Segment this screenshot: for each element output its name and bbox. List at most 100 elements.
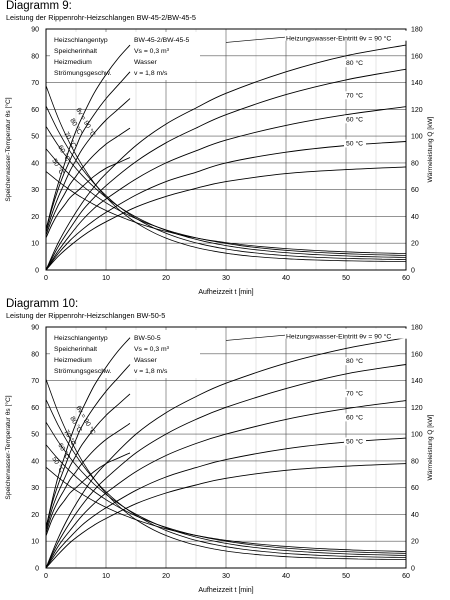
y-tick-label-right: 120 (411, 107, 423, 114)
x-tick-label: 20 (162, 275, 170, 282)
spec-box (50, 32, 200, 80)
x-axis-label: Aufheizzeit t [min] (198, 289, 253, 296)
inlet-leader-line (225, 334, 287, 341)
diagram-subtitle: Leistung der Rippenrohr-Heizschlangen BW… (6, 311, 166, 320)
spec-label: Strömungsgeschw. (54, 70, 112, 77)
x-tick-label: 0 (44, 573, 48, 580)
y-tick-label-right: 60 (411, 187, 419, 194)
curve-label: 70 °C (346, 91, 363, 99)
y-tick-label-left: 10 (31, 539, 39, 546)
inlet-label-bg (285, 30, 411, 41)
chart-svg: 0102030405060708090020406080100120140160… (4, 325, 434, 595)
y-tick-label-right: 140 (411, 378, 423, 385)
y-tick-label-right: 60 (411, 485, 419, 492)
inlet-leader-line (225, 36, 287, 43)
temperature-curve (45, 364, 131, 528)
y-tick-label-left: 80 (31, 53, 39, 60)
spec-label: Strömungsgeschw. (54, 368, 112, 375)
decay-curve (45, 466, 407, 552)
curve-label: 60 °C (346, 115, 363, 123)
spec-value: Wasser (134, 59, 158, 66)
curve-label-bg (344, 357, 366, 366)
spec-label: Heizschlangentyp (54, 37, 108, 44)
y-tick-label-right: 40 (411, 214, 419, 221)
curve-label: 60 °C (346, 413, 363, 421)
spec-value: v = 1,8 m/s (134, 368, 168, 375)
curve-label-bg (344, 139, 366, 148)
decay-curve (45, 421, 407, 556)
spec-label: Speicherinhalt (54, 346, 97, 353)
x-tick-label: 40 (282, 573, 290, 580)
heat-output-curve (45, 141, 407, 271)
heat-output-curve (45, 437, 407, 569)
curve-label-bg (344, 59, 366, 68)
curve-label: 70 °C (346, 389, 363, 397)
y-tick-label-right: 0 (411, 268, 415, 275)
y-tick-label-right: 100 (411, 432, 423, 439)
diagram-title: Diagramm 10: (6, 298, 79, 310)
y-tick-label-left: 20 (31, 512, 39, 519)
y-tick-label-right: 180 (411, 27, 423, 34)
curve-label: 50 °C (346, 139, 363, 147)
spec-value: Wasser (134, 357, 158, 364)
decay-curve (45, 126, 407, 258)
curve-label-bg (344, 389, 366, 398)
spec-label: Speicherinhalt (54, 48, 97, 55)
x-tick-label: 50 (342, 573, 350, 580)
curve-label-bg (344, 91, 366, 100)
y-tick-label-left: 30 (31, 485, 39, 492)
y-tick-label-left: 0 (35, 268, 39, 275)
spec-value: Vs = 0,3 m³ (134, 346, 170, 353)
temperature-curve (45, 337, 131, 528)
y-axis-label-left: Speicherwasser-Temperatur θs [°C] (4, 395, 12, 499)
x-tick-label: 30 (222, 573, 230, 580)
y-tick-label-right: 20 (411, 539, 419, 546)
y-axis-label-right: Wärmeleistung Q [kW] (427, 116, 434, 182)
y-tick-label-left: 70 (31, 378, 39, 385)
y-tick-label-left: 50 (31, 432, 39, 439)
y-tick-label-left: 20 (31, 214, 39, 221)
plot-frame (45, 28, 407, 271)
heat-output-curve (45, 463, 407, 569)
y-tick-label-right: 0 (411, 566, 415, 573)
curve-label-bg (344, 115, 366, 124)
x-tick-label: 60 (402, 573, 410, 580)
x-tick-label: 30 (222, 275, 230, 282)
spec-label: Heizschlangentyp (54, 335, 108, 342)
y-tick-label-left: 30 (31, 187, 39, 194)
y-axis-label-right: Wärmeleistung Q [kW] (427, 414, 434, 480)
temperature-curve (45, 127, 131, 236)
spec-label: Heizmedium (54, 357, 92, 364)
diagram-title: Diagramm 9: (6, 0, 72, 12)
spec-value: v = 1,8 m/s (134, 70, 168, 77)
spec-value: Vs = 0,3 m³ (134, 48, 170, 55)
y-tick-label-right: 100 (411, 134, 423, 141)
y-tick-label-right: 40 (411, 512, 419, 519)
decay-curve (45, 105, 407, 260)
diagram-10: Diagramm 10: Leistung der Rippenrohr-Hei… (0, 298, 450, 598)
curve-label: 50 °C (346, 437, 363, 445)
heat-output-curve (45, 337, 407, 569)
curve-label: 80 °C (346, 357, 363, 365)
x-tick-label: 0 (44, 275, 48, 282)
heat-output-curve (45, 400, 407, 569)
y-tick-label-left: 40 (31, 458, 39, 465)
temperature-curve (45, 71, 131, 230)
decay-curve (45, 399, 407, 558)
decay-curve (45, 171, 407, 254)
heat-output-curve (45, 44, 407, 271)
y-axis-label-left: Speicherwasser-Temperatur θs [°C] (4, 97, 12, 201)
x-tick-label: 50 (342, 275, 350, 282)
y-tick-label-right: 20 (411, 241, 419, 248)
y-tick-label-right: 160 (411, 53, 423, 60)
y-tick-label-right: 80 (411, 458, 419, 465)
plot-frame (45, 326, 407, 569)
inlet-label: Heizungswasser-Eintritt θv = 90 °C (286, 35, 391, 43)
y-tick-label-left: 60 (31, 107, 39, 114)
y-tick-label-left: 70 (31, 80, 39, 87)
temperature-curve (45, 452, 131, 537)
heat-output-curve (45, 166, 407, 271)
y-tick-label-left: 80 (31, 351, 39, 358)
x-tick-label: 60 (402, 275, 410, 282)
y-tick-label-left: 90 (31, 325, 39, 332)
